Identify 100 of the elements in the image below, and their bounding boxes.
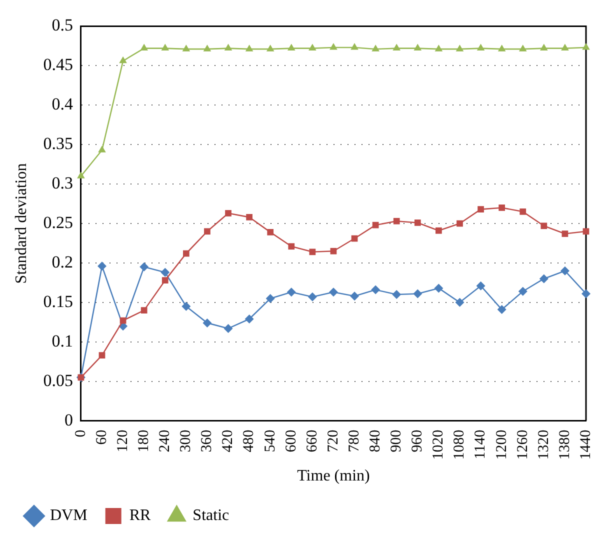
legend-label: RR bbox=[129, 507, 152, 524]
y-tick-label: 0.5 bbox=[52, 16, 73, 35]
x-tick-label: 480 bbox=[241, 430, 258, 452]
point bbox=[246, 214, 252, 220]
point bbox=[328, 288, 338, 297]
point bbox=[582, 289, 590, 298]
point bbox=[520, 208, 526, 215]
y-tick-label: 0.35 bbox=[43, 134, 73, 154]
x-tick-label: 540 bbox=[262, 430, 278, 452]
x-tick-label: 1140 bbox=[472, 430, 489, 460]
x-tick-label: 420 bbox=[220, 430, 236, 452]
point bbox=[97, 262, 106, 271]
point bbox=[182, 302, 191, 311]
x-tick-label: 840 bbox=[368, 430, 384, 452]
point bbox=[434, 284, 444, 293]
x-tick-label: 360 bbox=[199, 430, 216, 452]
point bbox=[161, 44, 170, 51]
point bbox=[497, 305, 506, 314]
point bbox=[350, 43, 358, 50]
point bbox=[330, 43, 338, 50]
legend-label: DVM bbox=[50, 507, 88, 524]
point bbox=[224, 324, 233, 333]
x-tick-label: 1080 bbox=[452, 430, 468, 460]
point bbox=[162, 277, 168, 284]
point bbox=[518, 44, 527, 52]
y-tick-label: 0.1 bbox=[52, 331, 73, 350]
point bbox=[436, 227, 442, 234]
y-tick-label: 0.2 bbox=[52, 252, 73, 272]
x-tick-label: 960 bbox=[410, 430, 426, 452]
x-tick-label: 180 bbox=[136, 430, 152, 452]
point bbox=[372, 222, 379, 228]
point bbox=[98, 352, 106, 358]
point bbox=[393, 218, 400, 224]
point bbox=[98, 146, 106, 152]
x-tick-label: 600 bbox=[283, 430, 300, 452]
point bbox=[434, 44, 443, 52]
legend-label: Static bbox=[192, 507, 230, 524]
point bbox=[540, 44, 548, 51]
point bbox=[540, 222, 548, 230]
x-tick-label: 60 bbox=[94, 430, 110, 445]
y-tick-label: 0.25 bbox=[43, 212, 73, 232]
point bbox=[455, 298, 464, 307]
point bbox=[414, 44, 422, 51]
point bbox=[160, 268, 170, 277]
point bbox=[308, 292, 317, 302]
point bbox=[77, 172, 85, 178]
point bbox=[562, 230, 568, 237]
point bbox=[392, 44, 401, 51]
x-tick-label: 1380 bbox=[556, 430, 573, 460]
point bbox=[456, 44, 464, 52]
point bbox=[561, 44, 569, 51]
point bbox=[560, 266, 570, 276]
point bbox=[182, 44, 190, 52]
point bbox=[414, 220, 421, 226]
y-axis-title: Standard deviation bbox=[12, 163, 30, 284]
point bbox=[224, 44, 232, 51]
x-tick-label: 780 bbox=[346, 430, 362, 452]
point bbox=[309, 248, 316, 256]
point bbox=[287, 44, 296, 51]
x-tick-label: 1020 bbox=[430, 430, 447, 460]
point bbox=[350, 292, 360, 301]
x-tick-label: 1440 bbox=[578, 430, 594, 460]
point bbox=[392, 290, 402, 300]
point bbox=[288, 243, 295, 250]
point bbox=[267, 229, 274, 236]
point bbox=[245, 44, 254, 52]
point bbox=[286, 288, 296, 297]
y-tick-label: 0 bbox=[64, 410, 73, 430]
point bbox=[413, 289, 422, 298]
point bbox=[120, 317, 126, 324]
point bbox=[266, 44, 274, 52]
point bbox=[518, 286, 528, 296]
x-tick-label: 1200 bbox=[494, 430, 510, 460]
point bbox=[330, 248, 337, 254]
y-tick-label: 0.3 bbox=[52, 174, 73, 193]
point bbox=[202, 318, 212, 328]
point bbox=[582, 43, 590, 50]
point bbox=[476, 44, 485, 51]
x-tick-label: 0 bbox=[72, 430, 89, 438]
point bbox=[203, 44, 212, 52]
point bbox=[498, 204, 506, 211]
point bbox=[372, 44, 380, 52]
x-tick-label: 660 bbox=[304, 430, 320, 452]
point bbox=[119, 56, 127, 64]
point bbox=[244, 314, 254, 324]
point bbox=[371, 285, 380, 294]
point bbox=[498, 44, 506, 52]
x-tick-label: 240 bbox=[157, 430, 174, 452]
y-tick-label: 0.15 bbox=[43, 292, 73, 311]
point bbox=[539, 274, 548, 284]
x-tick-label: 300 bbox=[178, 430, 194, 452]
point bbox=[140, 307, 148, 314]
point bbox=[476, 281, 486, 290]
y-tick-label: 0.45 bbox=[43, 55, 73, 74]
x-tick-label: 900 bbox=[388, 430, 405, 452]
y-tick-label: 0.4 bbox=[52, 94, 74, 114]
x-tick-label: 1320 bbox=[536, 430, 552, 460]
point bbox=[182, 250, 190, 257]
point bbox=[266, 294, 275, 303]
point bbox=[225, 210, 232, 216]
